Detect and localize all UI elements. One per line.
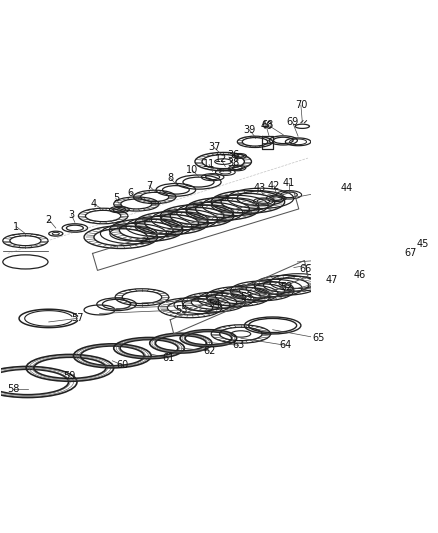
Text: 37: 37 xyxy=(207,142,220,152)
Text: 60: 60 xyxy=(116,360,128,370)
Text: 7: 7 xyxy=(145,181,152,191)
Text: 10: 10 xyxy=(186,165,198,175)
Text: 6: 6 xyxy=(127,188,134,198)
Text: 53: 53 xyxy=(240,292,252,302)
Text: 40: 40 xyxy=(260,122,272,131)
Text: 42: 42 xyxy=(267,181,279,191)
Text: 5: 5 xyxy=(113,193,119,203)
Text: 39: 39 xyxy=(243,125,255,135)
Text: 52: 52 xyxy=(279,282,292,292)
Text: 65: 65 xyxy=(312,333,324,343)
Text: 4: 4 xyxy=(91,199,97,209)
Text: 2: 2 xyxy=(46,214,52,224)
Text: 36: 36 xyxy=(227,150,240,159)
Text: 55: 55 xyxy=(175,305,187,315)
Text: 59: 59 xyxy=(63,372,75,381)
Text: 3: 3 xyxy=(68,209,74,220)
Text: 1: 1 xyxy=(13,222,19,232)
Text: 41: 41 xyxy=(282,178,294,188)
Text: 12: 12 xyxy=(215,155,227,165)
Text: 69: 69 xyxy=(286,117,298,127)
Text: 11: 11 xyxy=(202,159,215,169)
Text: 45: 45 xyxy=(416,239,428,249)
Text: 70: 70 xyxy=(294,100,307,110)
Text: 68: 68 xyxy=(261,120,273,130)
Text: 57: 57 xyxy=(71,313,83,324)
Text: 67: 67 xyxy=(403,248,416,259)
Text: 62: 62 xyxy=(202,346,215,356)
Text: 43: 43 xyxy=(253,183,265,193)
Text: 38: 38 xyxy=(227,158,240,168)
Text: 46: 46 xyxy=(353,270,365,280)
Text: 47: 47 xyxy=(325,274,337,285)
Text: 54: 54 xyxy=(207,300,220,309)
Text: 44: 44 xyxy=(340,183,352,193)
Text: 64: 64 xyxy=(279,340,291,350)
Text: 8: 8 xyxy=(167,173,173,183)
Text: 63: 63 xyxy=(232,340,244,350)
Text: 61: 61 xyxy=(162,353,174,363)
Text: 66: 66 xyxy=(299,264,311,274)
Text: 58: 58 xyxy=(7,384,20,394)
